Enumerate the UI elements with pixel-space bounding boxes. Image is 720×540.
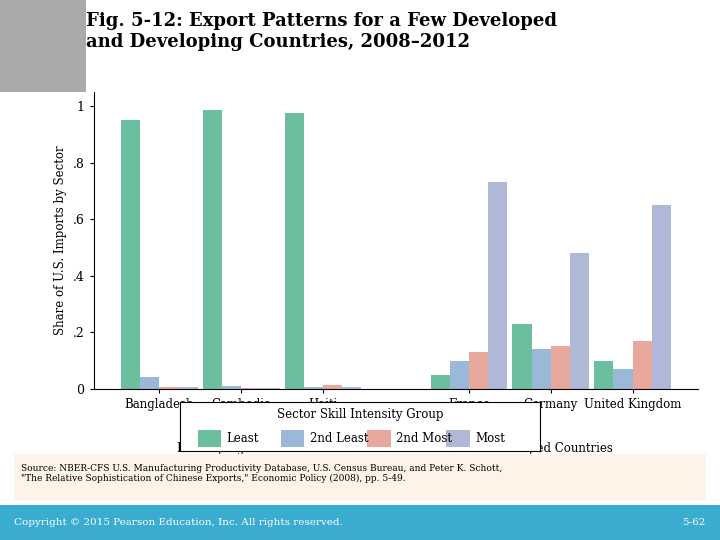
Bar — [431, 375, 450, 389]
Bar — [323, 384, 342, 389]
Text: 2nd Least: 2nd Least — [310, 432, 368, 445]
Text: Copyright © 2015 Pearson Education, Inc. All rights reserved.: Copyright © 2015 Pearson Education, Inc.… — [14, 518, 343, 527]
Y-axis label: Share of U.S. Imports by Sector: Share of U.S. Imports by Sector — [54, 145, 67, 335]
Bar — [140, 377, 159, 389]
Text: Source: NBER-CFS U.S. Manufacturing Productivity Database, U.S. Census Bureau, a: Source: NBER-CFS U.S. Manufacturing Prod… — [22, 464, 503, 483]
Bar — [531, 349, 551, 389]
Bar — [241, 388, 261, 389]
Bar — [342, 387, 361, 389]
Text: Most: Most — [475, 432, 505, 445]
Bar — [304, 387, 323, 389]
Bar — [159, 387, 179, 389]
Bar — [121, 120, 140, 389]
Text: Sector Skill Intensity Group: Sector Skill Intensity Group — [276, 408, 444, 421]
Bar — [613, 369, 633, 389]
Bar — [551, 346, 570, 389]
Bar — [594, 361, 613, 389]
Text: Developing Countries: Developing Countries — [176, 442, 306, 455]
Bar — [652, 205, 671, 389]
Text: Least: Least — [227, 432, 259, 445]
FancyBboxPatch shape — [281, 430, 305, 447]
Text: Developed Countries: Developed Countries — [488, 442, 613, 455]
Bar — [488, 183, 507, 389]
Bar — [203, 110, 222, 389]
Text: 5-62: 5-62 — [683, 518, 706, 527]
Bar — [261, 388, 279, 389]
Bar — [570, 253, 589, 389]
FancyBboxPatch shape — [367, 430, 391, 447]
Bar — [450, 361, 469, 389]
Bar — [222, 386, 241, 389]
Bar — [285, 113, 304, 389]
Bar — [179, 387, 198, 389]
Text: Fig. 5-12: Export Patterns for a Few Developed
and Developing Countries, 2008–20: Fig. 5-12: Export Patterns for a Few Dev… — [86, 12, 557, 51]
Bar — [469, 352, 488, 389]
Bar — [513, 324, 531, 389]
FancyBboxPatch shape — [198, 430, 222, 447]
Bar — [633, 341, 652, 389]
Text: 2nd Most: 2nd Most — [396, 432, 452, 445]
FancyBboxPatch shape — [446, 430, 469, 447]
